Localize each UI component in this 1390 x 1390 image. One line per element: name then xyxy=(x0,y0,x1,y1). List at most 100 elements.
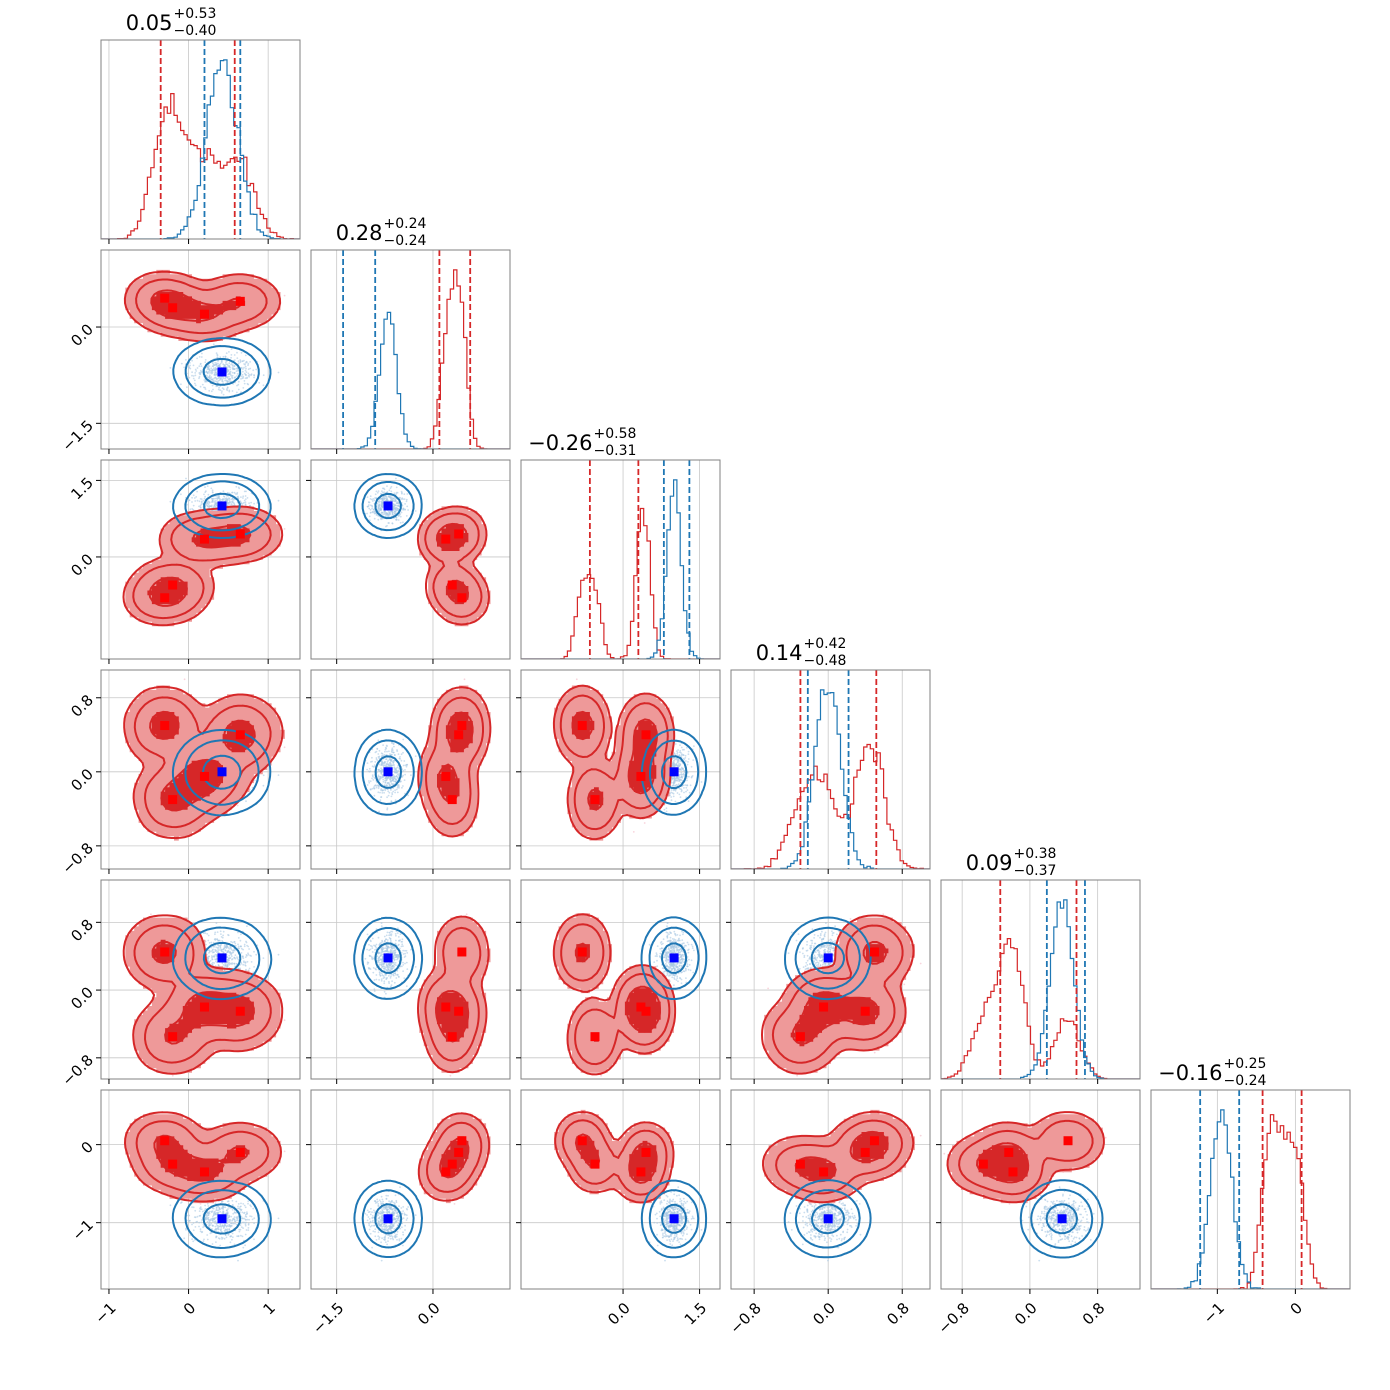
scatter-point xyxy=(226,366,229,369)
scatter-point xyxy=(235,367,238,370)
scatter-point xyxy=(198,372,201,374)
scatter-point xyxy=(395,518,397,521)
scatter-point xyxy=(200,503,203,506)
scatter-point xyxy=(192,364,195,367)
scatter-point xyxy=(249,504,252,507)
scatter-point xyxy=(230,348,233,350)
scatter-point xyxy=(283,528,286,530)
scatter-point xyxy=(283,746,286,749)
scatter-point xyxy=(201,500,203,503)
scatter-point xyxy=(237,360,240,362)
panel-1-0: −1.50.0 xyxy=(59,249,301,455)
scatter-point xyxy=(382,511,384,514)
scatter-point xyxy=(392,511,394,514)
scatter-point xyxy=(232,368,234,371)
scatter-point xyxy=(210,505,213,508)
panel-frame xyxy=(100,459,301,660)
scatter-point xyxy=(396,508,399,510)
scatter-point xyxy=(228,375,230,378)
scatter-point xyxy=(399,515,402,518)
scatter-point xyxy=(192,504,195,507)
scatter-point xyxy=(226,502,229,505)
scatter-point xyxy=(228,364,231,367)
scatter-point xyxy=(368,507,371,510)
scatter-point xyxy=(203,497,206,500)
scatter-point xyxy=(221,387,224,389)
scatter-point xyxy=(180,493,182,496)
scatter-point xyxy=(217,388,220,391)
scatter-point xyxy=(226,500,229,503)
scatter-point xyxy=(245,367,247,370)
scatter-point xyxy=(224,377,227,380)
scatter-point xyxy=(180,383,182,386)
scatter-point xyxy=(391,499,394,502)
title-value: −0.26 xyxy=(528,431,592,455)
scatter-point xyxy=(194,382,196,385)
scatter-point xyxy=(199,369,202,372)
scatter-point xyxy=(375,490,378,493)
density-fill-red-outer xyxy=(125,506,281,627)
scatter-point xyxy=(243,382,246,385)
scatter-point xyxy=(210,487,213,490)
scatter-point xyxy=(390,485,393,488)
scatter-point xyxy=(386,485,388,487)
scatter-point xyxy=(369,498,372,500)
scatter-point xyxy=(381,491,384,494)
scatter-point xyxy=(399,521,402,524)
scatter-point xyxy=(249,361,252,363)
scatter-point xyxy=(226,364,229,366)
scatter-point xyxy=(192,508,195,511)
scatter-point xyxy=(212,367,215,370)
scatter-point xyxy=(247,362,250,365)
contour-red xyxy=(150,289,244,322)
scatter-point xyxy=(382,497,385,500)
scatter-point xyxy=(369,512,372,514)
scatter-point xyxy=(245,800,247,803)
scatter-point xyxy=(206,371,209,374)
scatter-point xyxy=(209,372,211,374)
scatter-point xyxy=(207,493,210,496)
scatter-point xyxy=(393,492,396,495)
scatter-point xyxy=(194,500,197,502)
scatter-point xyxy=(211,489,214,492)
contour-blue xyxy=(184,739,260,806)
scatter-point xyxy=(371,504,373,507)
scatter-point xyxy=(393,503,395,506)
scatter-point xyxy=(389,512,391,515)
scatter-point xyxy=(192,494,195,497)
scatter-point xyxy=(231,371,234,374)
scatter-point xyxy=(394,500,397,503)
scatter-point xyxy=(395,516,398,519)
scatter-point xyxy=(283,294,286,297)
scatter-point xyxy=(376,491,379,494)
scatter-point xyxy=(218,379,221,382)
panel-2-1 xyxy=(306,459,511,664)
scatter-point xyxy=(194,374,197,377)
scatter-point xyxy=(213,373,216,376)
scatter-point xyxy=(214,361,217,364)
scatter-point xyxy=(218,386,221,389)
scatter-point xyxy=(242,375,245,378)
y-tick-label: 0.0 xyxy=(67,320,97,350)
scatter-point xyxy=(169,500,172,503)
scatter-point xyxy=(240,501,243,504)
scatter-point xyxy=(398,505,400,508)
scatter-point xyxy=(242,377,245,379)
histogram-red xyxy=(311,269,510,449)
scatter-point xyxy=(366,496,369,498)
panel-frame xyxy=(100,39,301,240)
red-marker xyxy=(235,529,245,539)
scatter-point xyxy=(189,362,191,364)
scatter-point xyxy=(396,491,399,494)
scatter-point xyxy=(380,504,383,507)
contour-blue xyxy=(184,480,261,532)
scatter-point xyxy=(207,366,209,369)
scatter-point xyxy=(199,504,202,507)
blue-marker xyxy=(383,501,393,511)
scatter-point xyxy=(241,502,244,505)
scatter-point xyxy=(232,501,235,504)
scatter-point xyxy=(380,492,382,495)
scatter-point xyxy=(211,499,214,502)
scatter-point xyxy=(248,502,251,504)
scatter-point xyxy=(191,371,194,374)
